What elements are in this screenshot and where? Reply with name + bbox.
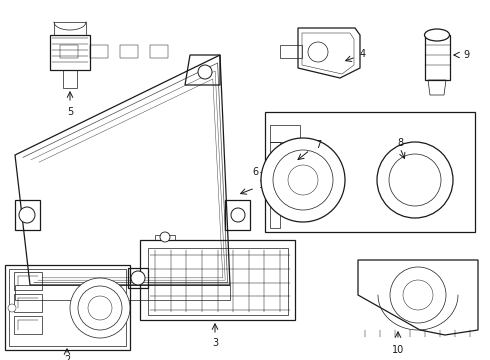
Text: 7: 7	[315, 140, 321, 150]
Circle shape	[70, 278, 130, 338]
Circle shape	[198, 65, 212, 79]
Circle shape	[403, 280, 433, 310]
Text: 9: 9	[463, 50, 469, 60]
Text: 8: 8	[397, 138, 403, 148]
Circle shape	[160, 232, 170, 242]
Circle shape	[78, 286, 122, 330]
Text: 6: 6	[252, 167, 258, 177]
Circle shape	[377, 142, 453, 218]
Circle shape	[8, 304, 16, 312]
Circle shape	[390, 267, 446, 323]
Text: 5: 5	[67, 107, 73, 117]
Circle shape	[88, 296, 112, 320]
Circle shape	[261, 138, 345, 222]
Circle shape	[19, 207, 35, 223]
Circle shape	[288, 165, 318, 195]
Text: 3: 3	[212, 338, 218, 348]
Circle shape	[389, 154, 441, 206]
Circle shape	[273, 150, 333, 210]
Circle shape	[308, 42, 328, 62]
Text: 10: 10	[392, 345, 404, 355]
Text: 2: 2	[64, 355, 70, 360]
Text: 4: 4	[360, 49, 366, 59]
Text: 1: 1	[259, 180, 265, 190]
Circle shape	[131, 271, 145, 285]
Ellipse shape	[424, 29, 449, 41]
Circle shape	[231, 208, 245, 222]
